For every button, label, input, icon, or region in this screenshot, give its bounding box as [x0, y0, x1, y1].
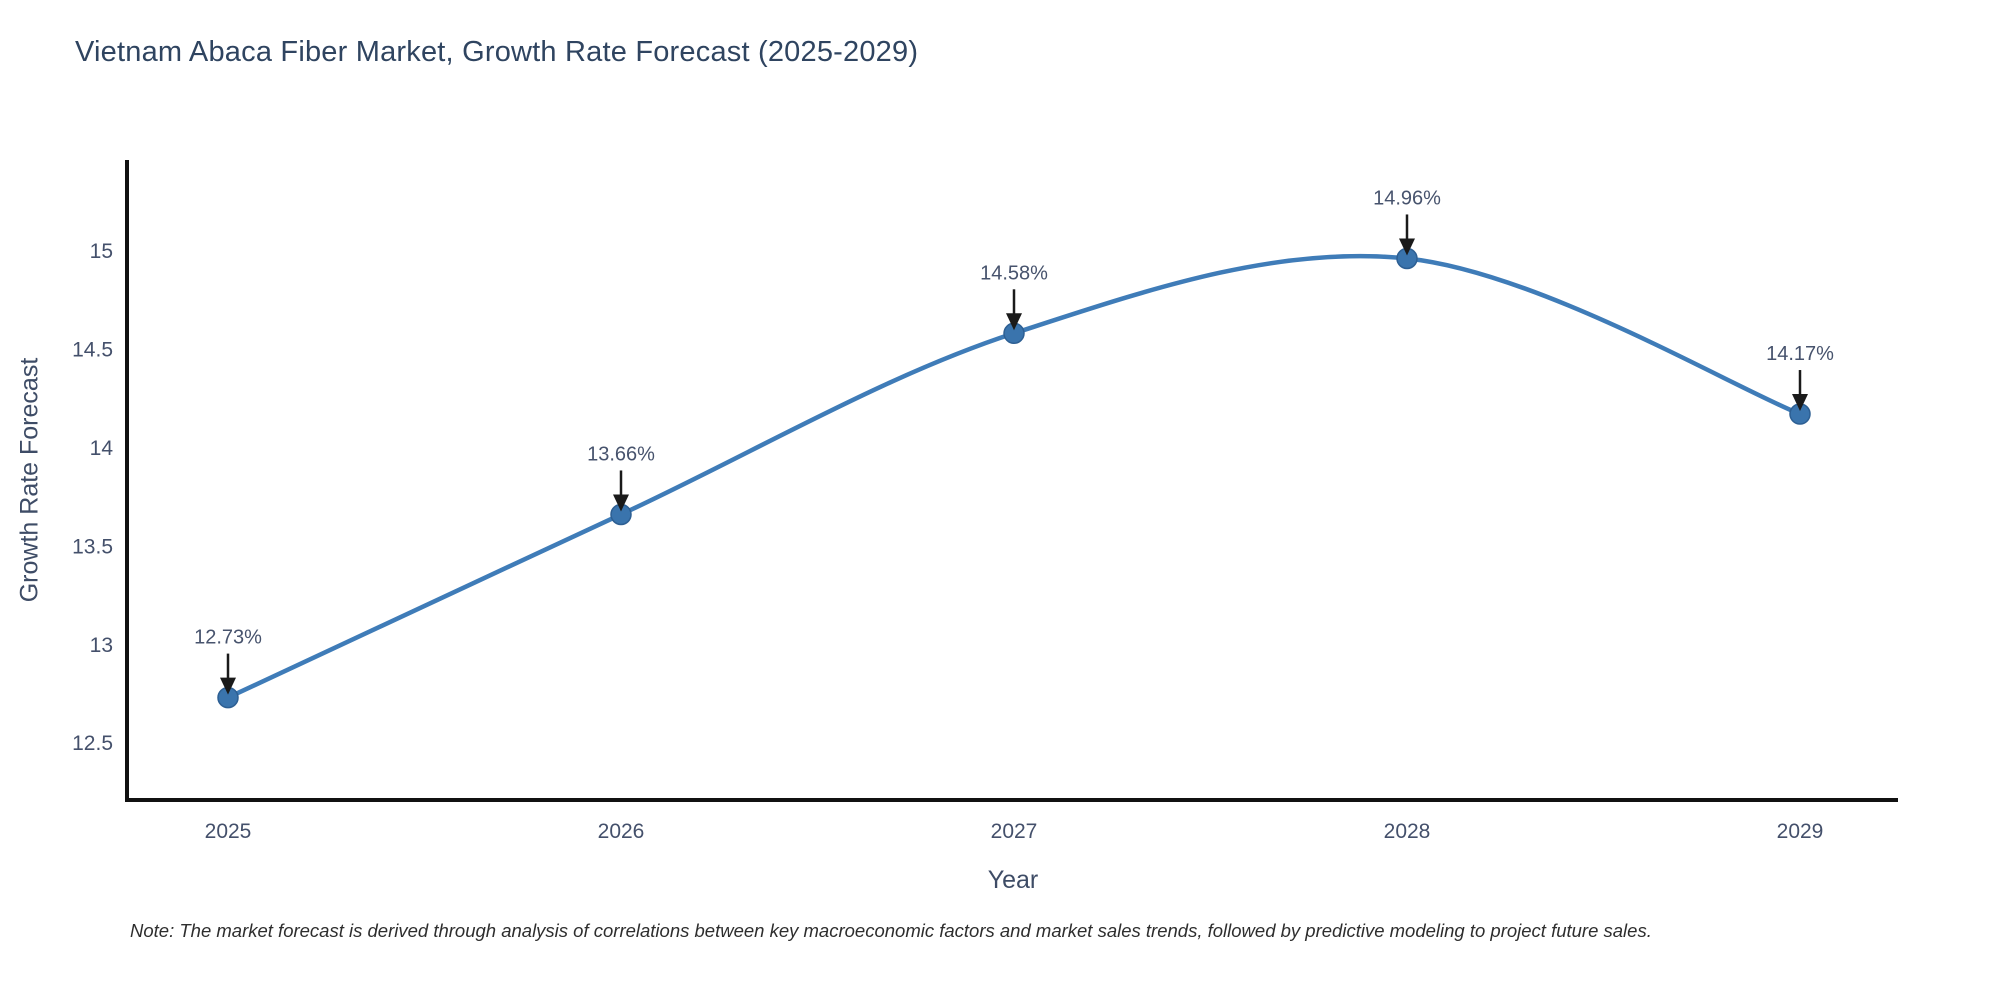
annotation-arrowhead-icon	[613, 494, 629, 512]
y-tick-label: 12.5	[72, 732, 113, 755]
x-tick-label: 2025	[205, 820, 252, 843]
annotation-arrowhead-icon	[1792, 394, 1808, 412]
x-axis-title: Year	[987, 866, 1039, 894]
point-value-label: 14.58%	[980, 262, 1048, 284]
x-tick-label: 2028	[1384, 820, 1431, 843]
y-tick-label: 13.5	[72, 535, 113, 558]
x-tick-label: 2026	[598, 820, 645, 843]
chart-title: Vietnam Abaca Fiber Market, Growth Rate …	[75, 36, 919, 68]
point-value-label: 14.96%	[1373, 187, 1441, 209]
y-tick-label: 14.5	[72, 338, 113, 361]
point-value-label: 13.66%	[587, 443, 655, 465]
y-tick-label: 13	[90, 634, 113, 657]
annotation-arrowhead-icon	[220, 677, 236, 695]
point-value-label: 14.17%	[1766, 343, 1834, 365]
x-tick-label: 2027	[991, 820, 1038, 843]
y-tick-label: 15	[90, 240, 113, 263]
footnote: Note: The market forecast is derived thr…	[130, 920, 1652, 941]
x-tick-label: 2029	[1777, 820, 1824, 843]
annotation-arrowhead-icon	[1399, 238, 1415, 256]
annotation-arrowhead-icon	[1006, 313, 1022, 331]
point-value-label: 12.73%	[194, 627, 262, 649]
y-tick-label: 14	[90, 437, 114, 460]
